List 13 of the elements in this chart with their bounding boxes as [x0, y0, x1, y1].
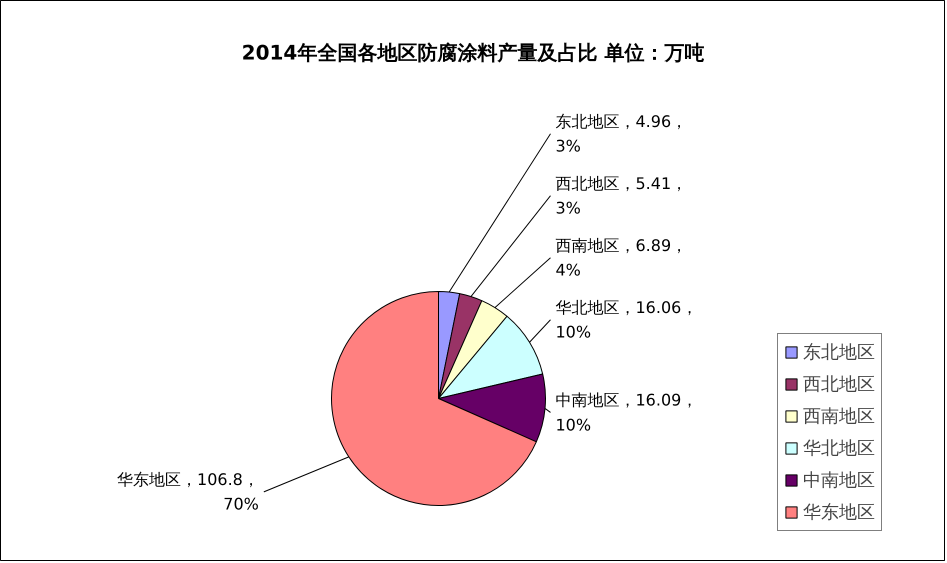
legend-label: 西南地区 [803, 405, 875, 428]
data-label: 华东地区，106.8， 70% [117, 470, 259, 514]
data-label: 西北地区，5.41， 3% [556, 174, 688, 218]
legend-label: 东北地区 [803, 341, 875, 364]
chart-title: 2014年全国各地区防腐涂料产量及占比 单位：万吨 [242, 40, 704, 64]
legend-label: 华东地区 [803, 501, 875, 524]
data-label: 中南地区，16.09， 10% [556, 390, 698, 434]
data-label: 东北地区，4.96， 3% [556, 112, 688, 156]
legend-label: 西北地区 [803, 373, 875, 396]
data-label: 西南地区，6.89， 4% [556, 236, 688, 280]
legend-label: 中南地区 [803, 469, 875, 492]
legend-label: 华北地区 [803, 437, 875, 460]
data-label: 华北地区，16.06， 10% [556, 298, 698, 342]
